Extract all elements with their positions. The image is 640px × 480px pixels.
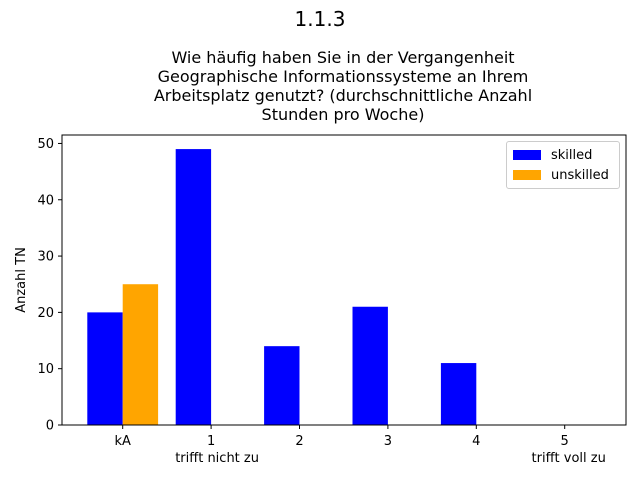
chart-title-line: Arbeitsplatz genutzt? (durchschnittliche… [153, 86, 533, 105]
bar-skilled-kA [87, 312, 123, 425]
x-tick-label: 4 [472, 434, 480, 449]
axes-layer [61, 134, 627, 426]
figure-title: 1.1.3 [294, 7, 346, 31]
x-tick-label: 2 [295, 434, 303, 449]
y-tick-label: 50 [37, 137, 54, 152]
bar-skilled-1 [175, 149, 212, 425]
chart-title-line: Geographische Informationssysteme an Ihr… [157, 67, 529, 86]
legend-item-unskilled: unskilled [513, 166, 609, 184]
x-tick-label: 5 [561, 434, 569, 449]
chart-title: Wie häufig haben Sie in der Vergangenhei… [60, 48, 626, 124]
chart-title-line: Wie häufig haben Sie in der Vergangenhei… [171, 48, 515, 67]
x-tick-label: kA [114, 434, 131, 449]
y-tick-label: 0 [46, 419, 54, 434]
x-ticks-layer: kA 1 trifft nicht zu 2 3 4 5 trifft voll zu [114, 425, 606, 466]
x-tick-label: 1 [207, 434, 215, 449]
bar-skilled-2 [264, 346, 300, 425]
x-tick-sublabel: trifft nicht zu [175, 451, 259, 466]
legend: skilled unskilled [506, 141, 620, 189]
legend-swatch-unskilled [513, 170, 541, 180]
plot-frame [61, 134, 627, 426]
chart-title-line: Stunden pro Woche) [261, 105, 425, 124]
bar-skilled-3 [352, 306, 388, 425]
bar-unskilled-kA [122, 284, 159, 425]
x-tick-sublabel: trifft voll zu [532, 451, 606, 466]
y-axis-label: Anzahl TN [14, 247, 29, 313]
y-tick-label: 20 [37, 306, 54, 321]
bar-skilled-4 [440, 363, 477, 425]
legend-label-skilled: skilled [551, 147, 593, 163]
y-tick-label: 30 [37, 250, 54, 265]
y-ticks-layer: 0 10 20 30 40 50 [37, 137, 62, 434]
x-tick-label: 3 [384, 434, 392, 449]
y-tick-label: 10 [37, 362, 54, 377]
legend-item-skilled: skilled [513, 146, 592, 164]
bars-layer [87, 149, 477, 425]
y-tick-label: 40 [37, 193, 54, 208]
legend-label-unskilled: unskilled [551, 167, 609, 183]
legend-swatch-skilled [513, 150, 541, 160]
